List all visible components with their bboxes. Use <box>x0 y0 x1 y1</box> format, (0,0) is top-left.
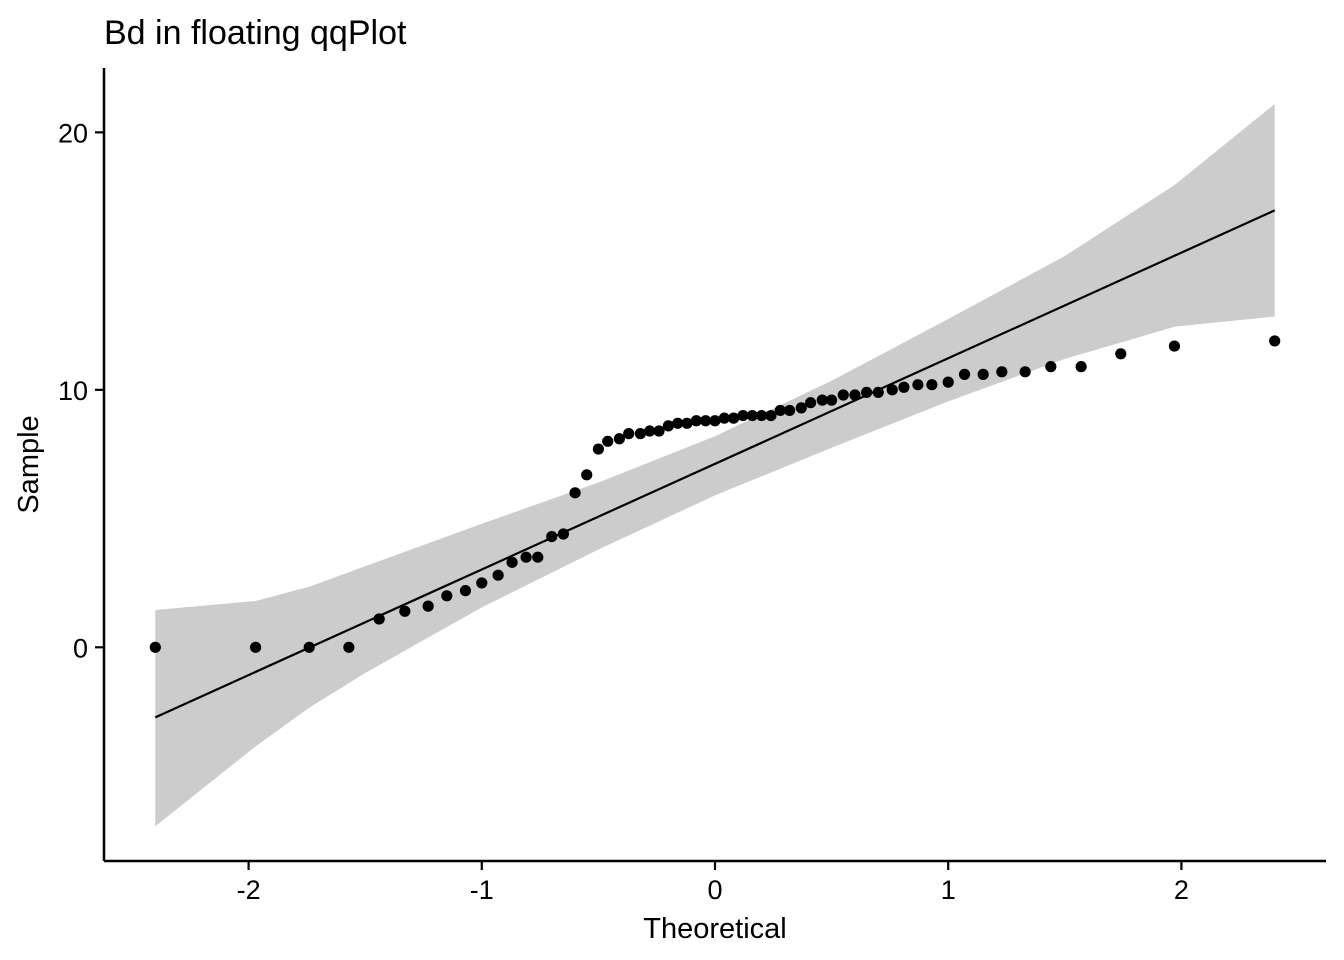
data-point <box>592 443 604 455</box>
data-point <box>459 585 472 597</box>
data-point <box>1075 361 1087 373</box>
x-tick-label: -2 <box>237 875 261 905</box>
data-point <box>662 420 674 432</box>
data-point <box>795 402 807 414</box>
x-tick-label: -1 <box>470 875 494 905</box>
data-point <box>422 600 434 612</box>
data-point <box>774 404 786 417</box>
data-point <box>700 415 712 427</box>
data-point <box>728 412 740 424</box>
data-point <box>506 556 518 568</box>
data-point <box>737 409 749 422</box>
y-axis-ticks: 0 10 20 <box>58 118 104 663</box>
data-point <box>784 404 796 417</box>
data-point <box>872 386 884 399</box>
data-point <box>373 613 385 625</box>
reference-line <box>154 209 1276 719</box>
data-point <box>1168 340 1181 352</box>
data-point <box>602 435 614 447</box>
data-point <box>672 417 684 429</box>
data-point <box>756 409 768 422</box>
data-point <box>690 415 702 427</box>
data-point <box>557 528 570 540</box>
data-point <box>441 590 453 602</box>
data-point <box>634 428 646 440</box>
data-point <box>926 379 938 391</box>
confidence-band <box>155 104 1275 827</box>
data-point <box>1269 335 1281 347</box>
data-point <box>746 409 758 422</box>
data-point <box>942 376 954 388</box>
data-point <box>886 384 898 396</box>
data-point <box>249 641 262 653</box>
data-point <box>492 569 504 581</box>
data-point <box>653 425 665 437</box>
data-point <box>532 551 544 563</box>
data-point <box>805 397 817 409</box>
y-tick-label: 0 <box>73 633 88 663</box>
data-point <box>581 469 593 481</box>
y-tick-label: 20 <box>58 118 88 148</box>
data-point <box>996 366 1008 378</box>
data-point <box>569 487 581 499</box>
data-point <box>898 381 910 393</box>
data-point <box>958 368 971 380</box>
data-point <box>912 379 924 391</box>
data-point <box>546 530 558 543</box>
data-point <box>816 394 828 406</box>
data-point <box>303 641 315 653</box>
data-point <box>681 417 693 429</box>
x-tick-label: 1 <box>941 875 956 905</box>
x-axis-ticks: -2 -1 0 1 2 <box>237 861 1189 905</box>
data-point <box>977 368 989 380</box>
data-point <box>765 409 777 422</box>
x-tick-label: 2 <box>1174 875 1189 905</box>
data-point <box>849 389 861 401</box>
data-point <box>709 415 721 427</box>
sample-points <box>149 335 1281 653</box>
data-point <box>399 605 411 617</box>
data-point <box>520 551 532 563</box>
data-point <box>860 386 873 399</box>
data-point <box>1019 366 1031 378</box>
data-point <box>718 412 730 424</box>
data-point <box>826 394 838 406</box>
data-point <box>476 577 488 589</box>
chart-title: Bd in floating qqPlot <box>104 14 407 52</box>
y-axis-title: Sample <box>13 415 45 513</box>
data-point <box>1045 361 1057 373</box>
x-tick-label: 0 <box>707 875 722 905</box>
data-point <box>613 433 625 445</box>
data-point <box>149 641 161 653</box>
data-point <box>623 428 635 440</box>
data-point <box>1115 348 1127 360</box>
data-point <box>837 389 849 401</box>
y-tick-label: 10 <box>58 376 88 406</box>
data-point <box>644 425 656 437</box>
x-axis-title: Theoretical <box>643 913 786 945</box>
data-point <box>343 641 355 653</box>
